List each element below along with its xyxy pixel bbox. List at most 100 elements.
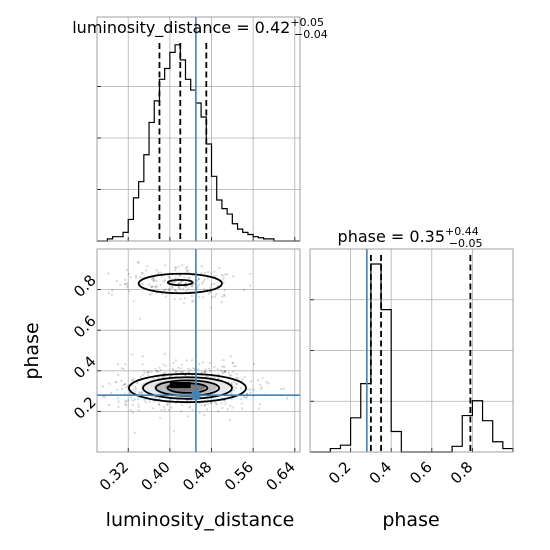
joint-contour-upper-outer [137,272,223,295]
joint-scatter-point [174,288,177,291]
joint-scatter-point [133,431,136,435]
joint-scatter-point [204,371,207,374]
joint-scatter-point [180,410,183,413]
ld-hist-background [97,17,300,241]
joint-scatter-point [186,269,189,272]
joint-scatter-point [256,379,260,382]
joint-scatter-point [183,276,186,279]
joint-scatter-point [174,359,177,362]
joint-scatter-point [162,363,165,366]
joint-scatter-point [180,363,184,366]
phase-y-tick-labels: 0.2 0.4 0.6 0.8 [70,271,100,422]
joint-scatter-point [234,364,237,368]
joint-scatter-point [158,366,161,369]
joint-scatter-point [155,370,158,373]
joint-scatter-point [111,289,114,292]
joint-scatter-point [213,365,216,369]
joint-scatter-point [150,293,153,296]
joint-scatter-point [203,278,206,281]
joint-scatter-point [188,276,191,279]
y-axis-label-phase: phase [21,322,43,379]
joint-scatter-point [148,400,151,403]
joint-scatter-point [201,361,204,364]
joint-scatter-point [120,379,123,383]
joint-scatter-point [124,383,127,386]
joint-scatter-point [144,269,148,272]
joint-scatter-point [261,376,264,380]
joint-scatter-point [163,278,167,282]
ld-histogram-panel: luminosity_distance = 0.42+0.05 −0.04 [72,16,328,242]
phase-hist-frame [309,248,514,453]
joint-scatter-point [124,400,127,403]
joint-scatter-point [107,272,110,275]
phase-x-tick-label-1: 0.4 [366,458,396,488]
joint-scatter-point [285,397,289,400]
joint-scatter-point [163,288,166,291]
joint-scatter-point [229,418,232,421]
joint-scatter-point [224,273,227,276]
joint-scatter-point [252,363,256,366]
joint-scatter-point [221,406,224,410]
joint-scatter-point [147,370,150,373]
joint-scatter-point [127,272,130,275]
joint-scatter-point [204,368,207,371]
joint-scatter-point [203,414,206,417]
joint-scatter-point [240,402,243,405]
joint-scatter-point [220,402,223,405]
joint-scatter-point [140,390,143,394]
joint-scatter-point [167,275,170,278]
joint-scatter-point [222,277,225,280]
joint-scatter-point [124,363,127,366]
joint-scatter-point [223,294,226,298]
joint-scatter-point [217,377,220,380]
joint-scatter-point [115,279,118,283]
joint-scatter-point [168,276,171,279]
joint-scatter-point [137,398,140,401]
joint-scatter-point [177,265,180,268]
joint-scatter-point [159,369,162,372]
joint-scatter-point [115,381,118,384]
joint-scatter-point [129,276,132,279]
joint-scatter-point [203,404,206,407]
joint-scatter-point [206,402,209,405]
ld-x-tick-label-1: 0.40 [138,458,174,494]
joint-scatter-point [179,370,183,373]
joint-ticks [97,289,296,452]
joint-scatter-point [148,283,151,286]
joint-scatter-point [103,395,106,399]
ld-x-tick-label-3: 0.56 [221,458,257,494]
joint-scatter-point [189,405,192,408]
joint-scatter-point [120,367,123,370]
joint-scatter-point [197,295,200,298]
joint-scatter-point [167,288,170,291]
joint-scatter-point [160,293,164,296]
joint-density-panel [96,248,301,453]
joint-scatter-point [220,301,223,304]
joint-scatter-point [243,395,246,399]
joint-scatter-point [177,370,180,373]
joint-scatter-point [126,282,129,285]
joint-scatter-point [233,380,236,383]
joint-scatter-point [162,280,165,283]
joint-scatter-point [223,288,227,291]
joint-scatter-point [124,404,128,407]
joint-scatter-point [232,362,235,365]
joint-scatter-point [141,355,144,358]
joint-scatter-point [174,370,177,373]
joint-scatter-point [202,296,205,299]
joint-scatter-point [141,363,144,366]
joint-scatter-point [249,391,252,394]
joint-scatter-point [213,376,216,379]
joint-scatter-point [116,397,119,400]
joint-scatter-point [189,368,192,371]
joint-scatter-point [153,400,156,403]
joint-scatter-point [163,375,166,378]
joint-scatter-point [146,265,149,268]
joint-scatter-point [190,285,193,288]
joint-scatter-point [170,281,173,284]
joint-scatter-point [187,277,190,280]
joint-scatter-point [224,369,227,373]
joint-scatter-point [237,377,240,380]
joint-scatter-point [138,391,141,394]
joint-scatter-point [220,273,223,277]
